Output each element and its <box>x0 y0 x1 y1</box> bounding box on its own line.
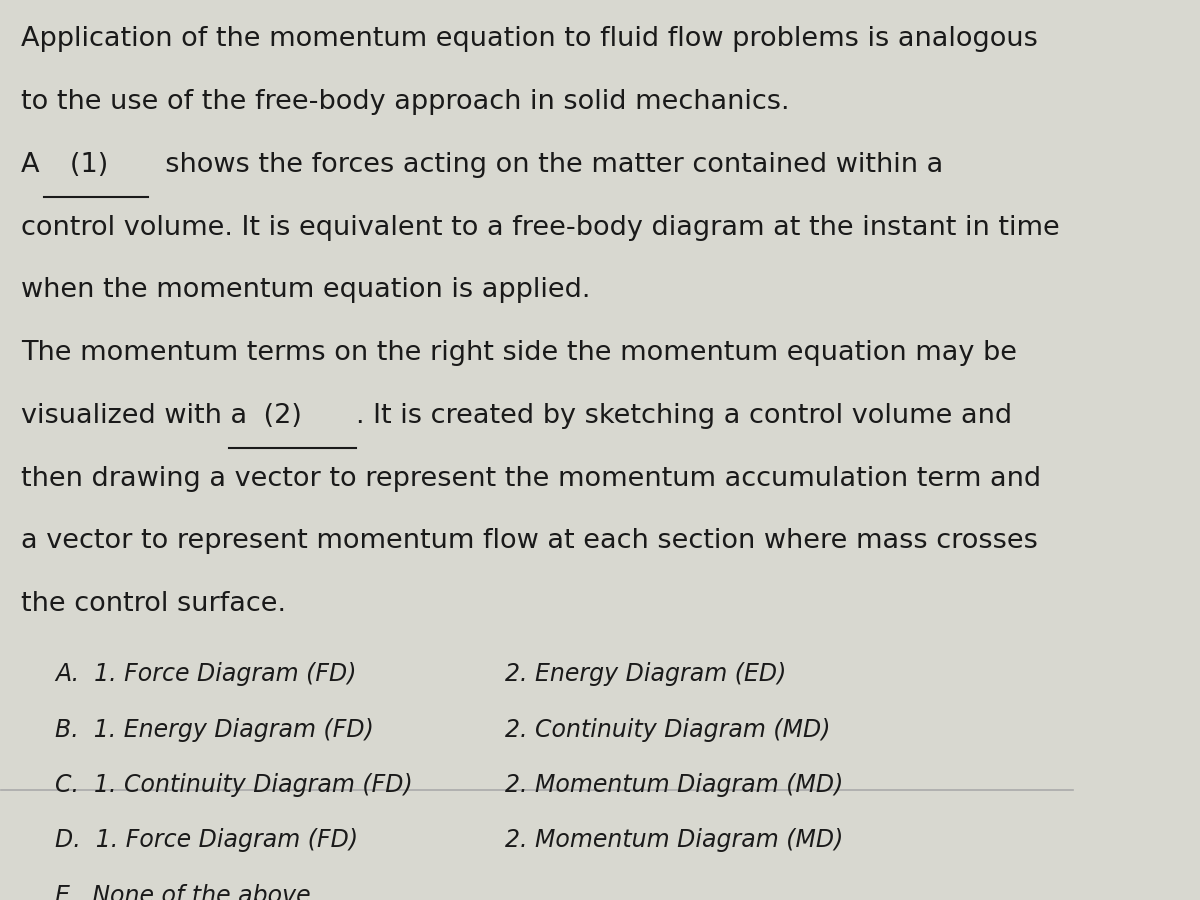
Text: (1): (1) <box>44 152 134 177</box>
Text: B.  1. Energy Diagram (FD): B. 1. Energy Diagram (FD) <box>55 717 374 742</box>
Text: control volume. It is equivalent to a free-body diagram at the instant in time: control volume. It is equivalent to a fr… <box>20 214 1060 240</box>
Text: to the use of the free-body approach in solid mechanics.: to the use of the free-body approach in … <box>20 89 790 115</box>
Text: shows the forces acting on the matter contained within a: shows the forces acting on the matter co… <box>148 152 943 177</box>
Text: The momentum terms on the right side the momentum equation may be: The momentum terms on the right side the… <box>20 340 1016 366</box>
Text: the control surface.: the control surface. <box>20 591 286 617</box>
Text: 2. Continuity Diagram (MD): 2. Continuity Diagram (MD) <box>505 717 830 742</box>
Text: C.  1. Continuity Diagram (FD): C. 1. Continuity Diagram (FD) <box>55 773 413 797</box>
Text: D.  1. Force Diagram (FD): D. 1. Force Diagram (FD) <box>55 828 358 852</box>
Text: A: A <box>20 152 48 177</box>
Text: 2. Momentum Diagram (MD): 2. Momentum Diagram (MD) <box>505 828 844 852</box>
Text: . It is created by sketching a control volume and: . It is created by sketching a control v… <box>356 403 1013 429</box>
Text: E.  None of the above: E. None of the above <box>55 884 311 900</box>
Text: visualized with a: visualized with a <box>20 403 256 429</box>
Text: A.  1. Force Diagram (FD): A. 1. Force Diagram (FD) <box>55 662 356 687</box>
Text: a vector to represent momentum flow at each section where mass crosses: a vector to represent momentum flow at e… <box>20 528 1038 554</box>
Text: Application of the momentum equation to fluid flow problems is analogous: Application of the momentum equation to … <box>20 26 1038 52</box>
Text: when the momentum equation is applied.: when the momentum equation is applied. <box>20 277 590 303</box>
Text: (2): (2) <box>229 403 336 429</box>
Text: 2. Momentum Diagram (MD): 2. Momentum Diagram (MD) <box>505 773 844 797</box>
Text: 2. Energy Diagram (ED): 2. Energy Diagram (ED) <box>505 662 786 687</box>
Text: then drawing a vector to represent the momentum accumulation term and: then drawing a vector to represent the m… <box>20 465 1040 491</box>
